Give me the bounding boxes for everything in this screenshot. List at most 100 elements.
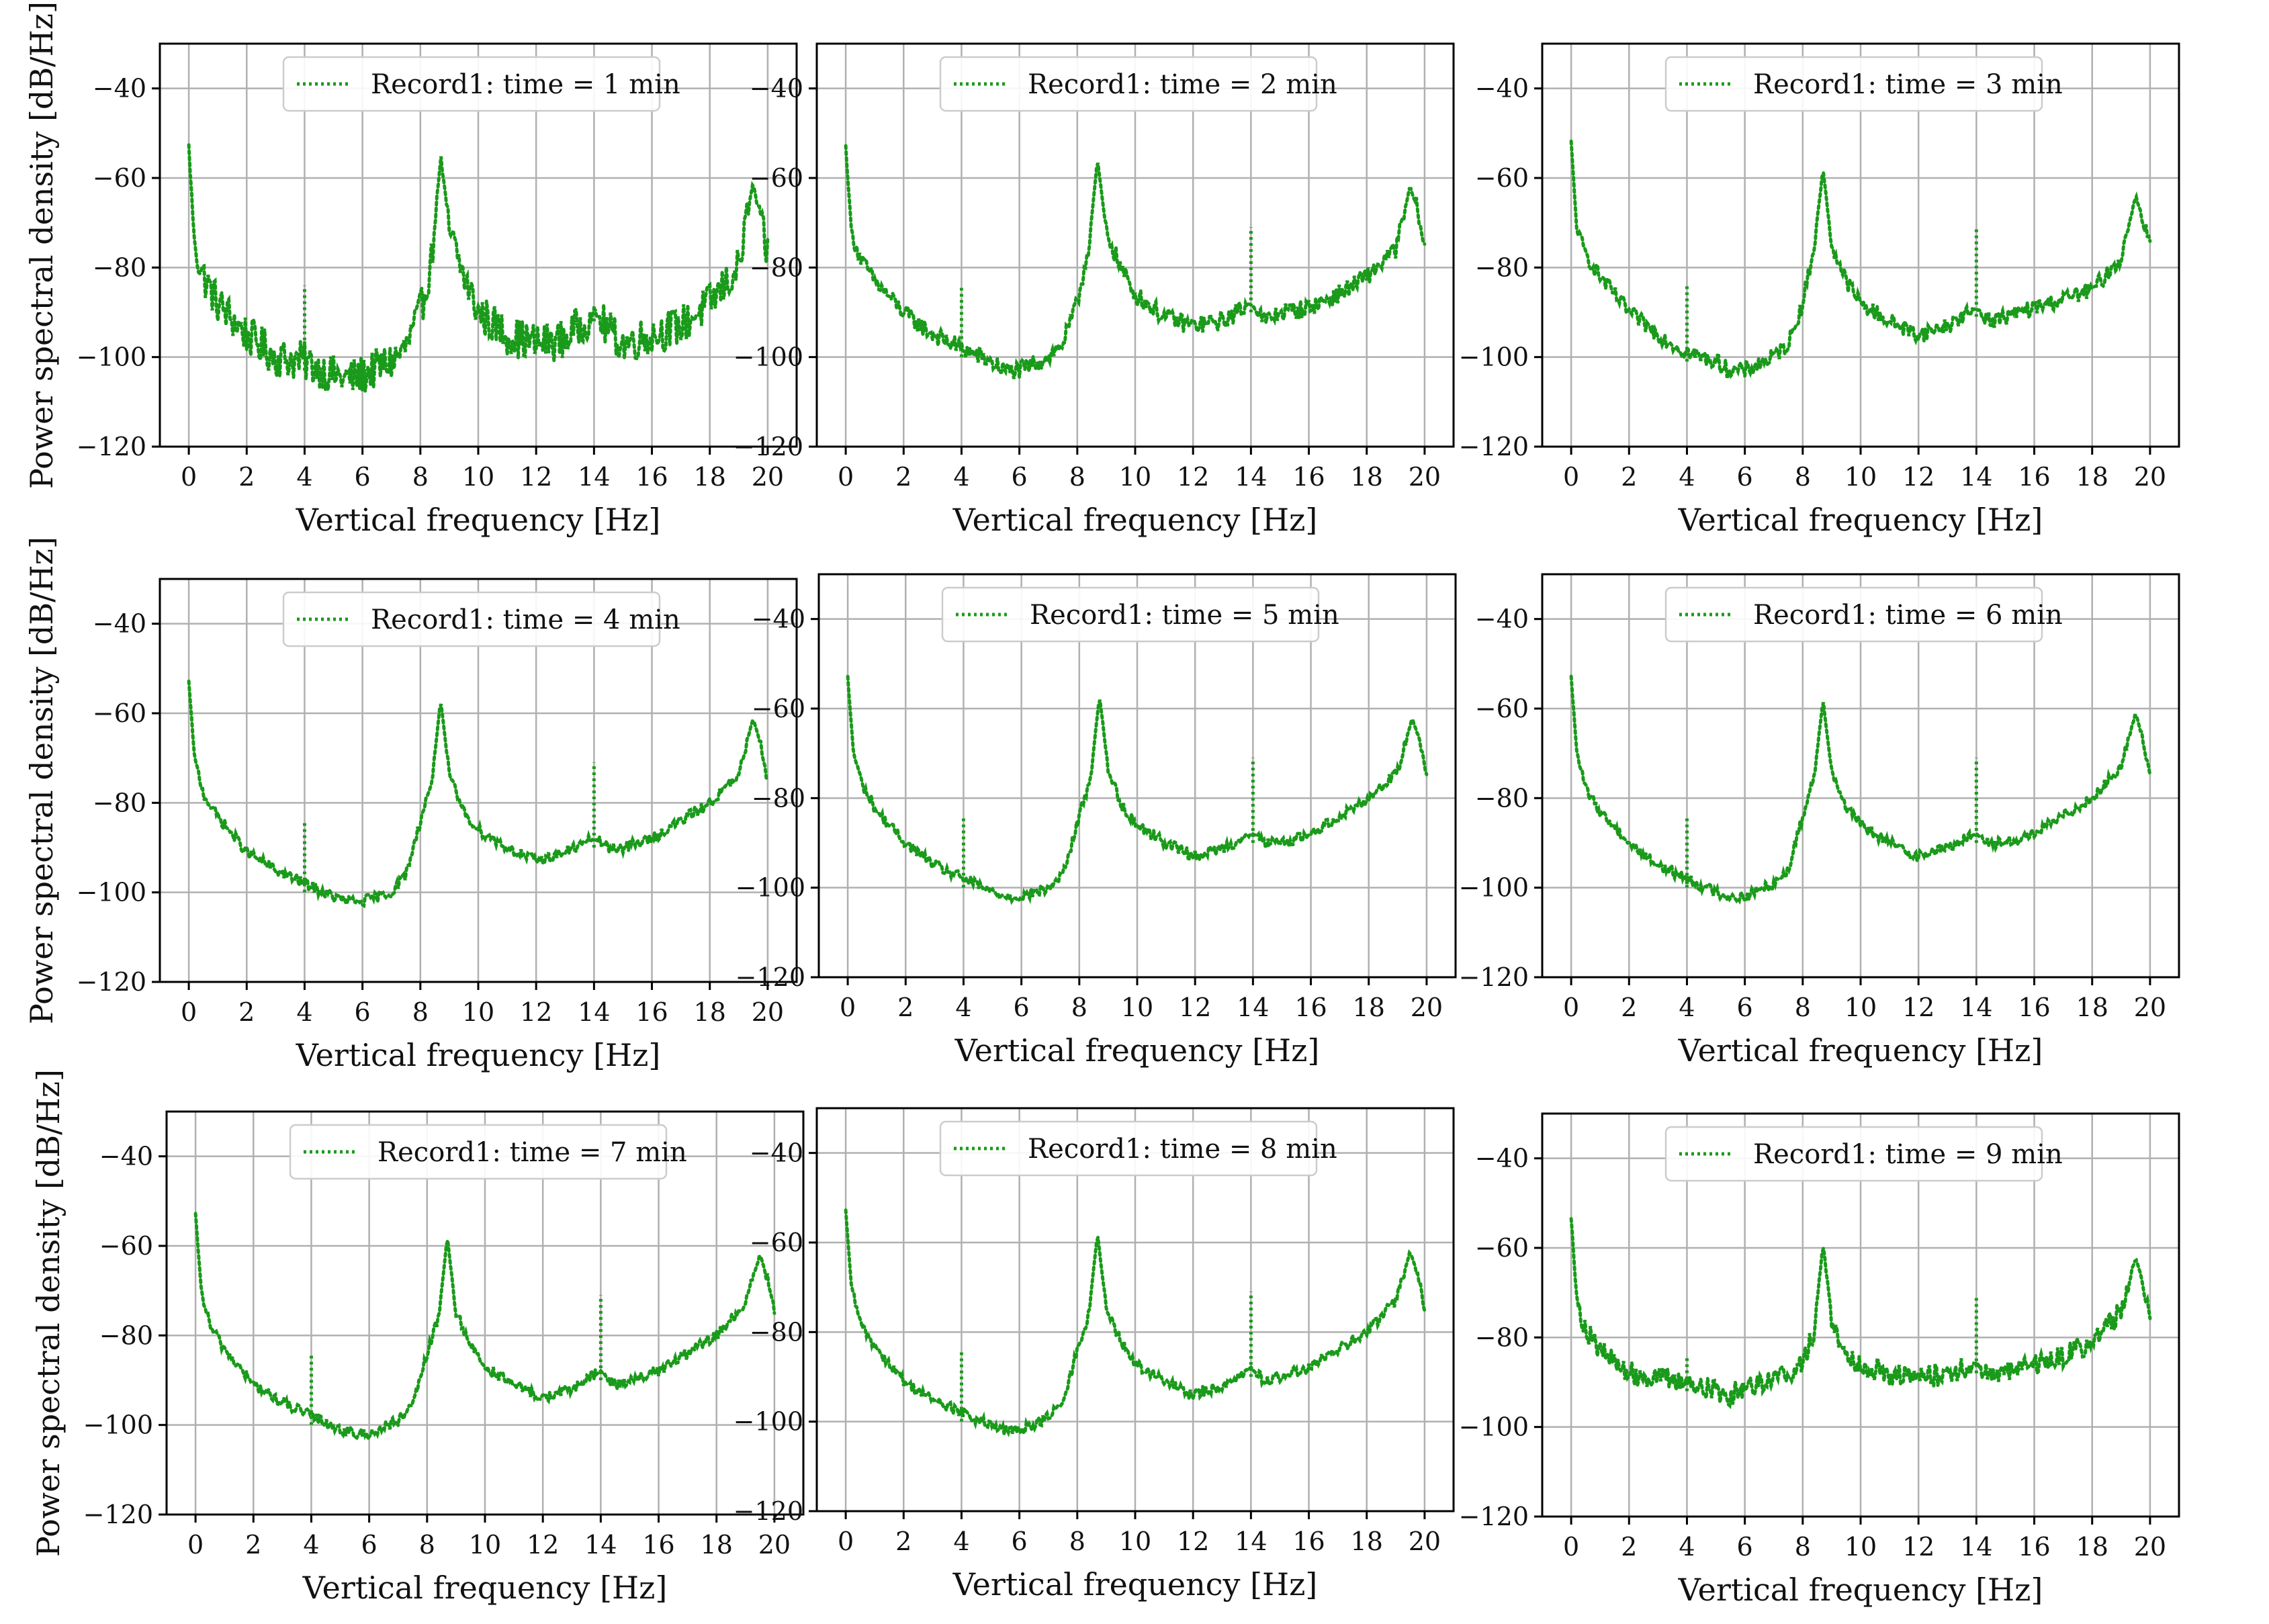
y-tick-label: −60: [1475, 163, 1529, 193]
y-tick-label: −40: [752, 604, 805, 634]
x-tick-label: 10: [1844, 1532, 1877, 1562]
x-tick-label: 18: [2076, 1532, 2108, 1562]
x-tick-label: 0: [181, 997, 197, 1027]
x-tick-label: 14: [1960, 462, 1992, 492]
y-tick-label: −80: [1475, 783, 1529, 813]
legend: Record1: time = 4 min: [282, 591, 680, 647]
y-tick-label: −80: [750, 1317, 803, 1347]
x-tick-label: 20: [752, 997, 784, 1027]
y-tick-label: −80: [99, 1320, 153, 1350]
x-tick-label: 4: [955, 993, 971, 1022]
subplot-4: Record1: time = 4 min 0 2 4 6 8 10 12 14 16 18 20 −1…: [24, 537, 798, 1073]
x-tick-label: 18: [694, 997, 726, 1027]
y-tick-label: −100: [83, 1410, 153, 1440]
legend: Record1: time = 1 min: [282, 56, 680, 112]
x-tick-label: 6: [1012, 462, 1028, 492]
grid: [160, 579, 797, 983]
subplot-5: Record1: time = 5 min 0 2 4 6 8 10 12 14 16 18 20 −1…: [736, 573, 1457, 1069]
series-line: [844, 1208, 1427, 1437]
y-tick-label: −60: [752, 694, 805, 723]
x-tick-label: 12: [1902, 462, 1934, 492]
x-tick-label: 12: [1177, 1527, 1209, 1556]
x-tick-label: 2: [897, 993, 914, 1022]
y-tick-label: −100: [1459, 873, 1529, 903]
y-tick-label: −80: [1475, 253, 1529, 282]
x-axis-label: Vertical frequency [Hz]: [296, 1037, 661, 1073]
x-tick-label: 4: [296, 462, 312, 492]
y-tick-label: −40: [1475, 74, 1529, 103]
x-tick-label: 20: [2134, 1532, 2166, 1562]
y-tick-label: −80: [1475, 1322, 1529, 1352]
y-tick-label: −40: [1475, 1144, 1529, 1173]
y-tick-label: −100: [736, 873, 805, 903]
x-tick-label: 18: [1351, 462, 1383, 492]
x-tick-label: 16: [635, 997, 668, 1027]
x-tick-label: 10: [1844, 462, 1877, 492]
x-tick-label: 10: [1121, 993, 1153, 1022]
y-tick-label: −60: [99, 1231, 153, 1261]
y-axis-label: Power spectral density [dB/Hz]: [24, 537, 60, 1024]
x-tick-label: 0: [1563, 993, 1579, 1022]
x-axis-label: Vertical frequency [Hz]: [952, 502, 1318, 538]
legend: Record1: time = 7 min: [289, 1124, 687, 1180]
x-axis-label: Vertical frequency [Hz]: [954, 1032, 1320, 1069]
subplot-6: Record1: time = 6 min 0 2 4 6 8 10 12 14 16 18 20 −1…: [1459, 573, 2180, 1069]
x-tick-label: 12: [520, 462, 552, 492]
legend-box: [282, 56, 661, 112]
x-tick-label: 18: [694, 462, 726, 492]
x-tick-label: 6: [1014, 993, 1030, 1022]
x-tick-label: 14: [1235, 462, 1267, 492]
y-axis-label: Power spectral density [dB/Hz]: [24, 1, 60, 489]
x-tick-label: 16: [2018, 1532, 2050, 1562]
legend: Record1: time = 5 min: [941, 586, 1339, 643]
series-line: [1569, 674, 2152, 905]
x-tick-label: 0: [1563, 1532, 1579, 1562]
legend: Record1: time = 3 min: [1664, 56, 2063, 112]
x-tick-label: 6: [355, 462, 371, 492]
legend-box: [939, 1120, 1318, 1177]
x-tick-label: 10: [1119, 1527, 1151, 1556]
series-line: [187, 143, 770, 392]
x-tick-label: 14: [1237, 993, 1269, 1022]
x-tick-label: 14: [1960, 1532, 1992, 1562]
legend-box: [1664, 1126, 2043, 1182]
x-tick-label: 2: [1621, 462, 1637, 492]
y-tick-label: −120: [1459, 1502, 1529, 1531]
legend-box: [941, 586, 1320, 643]
x-axis-label: Vertical frequency [Hz]: [296, 502, 661, 538]
subplot-1: Record1: time = 1 min 0 2 4 6 8 10 12 14 16 18 20 −1…: [24, 1, 798, 538]
y-tick-label: −60: [750, 1228, 803, 1257]
y-tick-label: −120: [733, 432, 803, 461]
y-tick-label: −60: [1475, 694, 1529, 723]
series-line: [193, 1212, 776, 1445]
x-tick-label: 16: [1292, 462, 1325, 492]
x-tick-label: 12: [1179, 993, 1211, 1022]
x-tick-label: 8: [1795, 993, 1811, 1022]
x-tick-label: 16: [1292, 1527, 1325, 1556]
legend-label: Record1: time = 7 min: [377, 1137, 687, 1168]
x-tick-label: 6: [1737, 1532, 1753, 1562]
x-tick-label: 18: [701, 1530, 733, 1560]
y-tick-label: −120: [83, 1500, 153, 1529]
legend-label: Record1: time = 9 min: [1753, 1139, 2063, 1170]
x-tick-label: 16: [2018, 462, 2050, 492]
x-tick-label: 10: [469, 1530, 501, 1560]
y-axis-label: Power spectral density [dB/Hz]: [30, 1069, 66, 1557]
y-tick-label: −120: [733, 1496, 803, 1526]
x-tick-label: 14: [578, 462, 610, 492]
x-tick-label: 2: [238, 462, 255, 492]
x-tick-label: 6: [1012, 1527, 1028, 1556]
x-tick-label: 2: [1621, 993, 1637, 1022]
y-tick-label: −100: [77, 343, 146, 372]
x-tick-label: 8: [1069, 1527, 1085, 1556]
x-tick-label: 10: [1119, 462, 1151, 492]
x-tick-label: 18: [1351, 1527, 1383, 1556]
x-tick-label: 16: [635, 462, 668, 492]
x-tick-label: 4: [953, 1527, 969, 1556]
legend-box: [282, 591, 661, 647]
x-tick-label: 18: [2076, 993, 2108, 1022]
x-tick-label: 20: [1409, 462, 1441, 492]
legend: Record1: time = 8 min: [939, 1120, 1337, 1177]
y-tick-label: −40: [750, 1138, 803, 1168]
series-line: [844, 144, 1427, 379]
